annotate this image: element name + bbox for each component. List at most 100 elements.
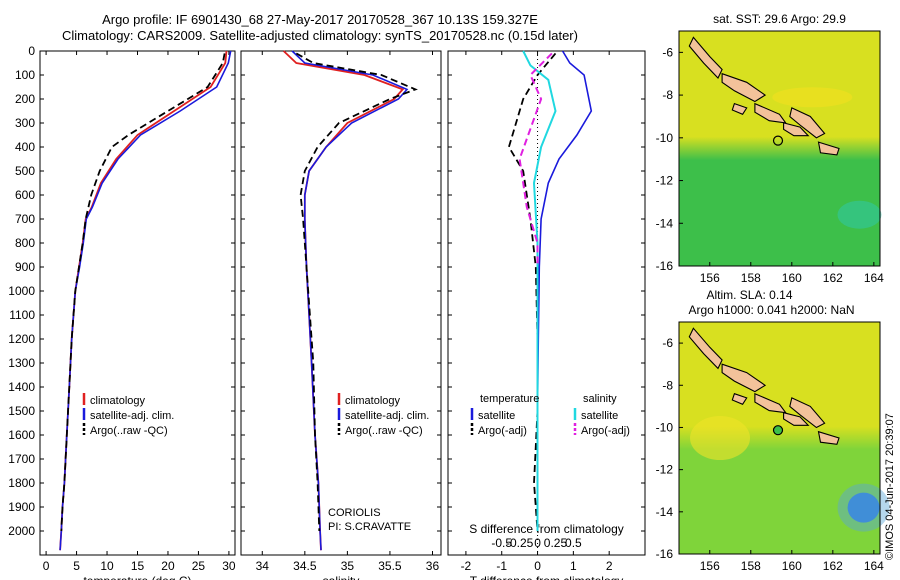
map-title: sat. SST: 29.6 Argo: 29.9 [713,12,846,26]
map-frame [678,30,881,267]
y-tick-label: -8 [662,378,673,392]
island [789,107,826,139]
x-tick-label: 30 [222,559,236,573]
figure-title: Argo profile: IF 6901430_68 27-May-2017 … [0,12,640,44]
y-tick-label: 1400 [8,380,35,394]
legend-label: climatology [345,395,401,407]
series-line-satellite [522,50,557,531]
profile-panel-2: 34 34.5 35 35.5 36 salinity climatology satelli… [240,50,442,580]
y-tick-label: -12 [656,463,674,477]
legend-title: temperature [480,393,539,405]
island [789,397,826,429]
x-tick-label: 158 [741,559,761,573]
legend-label: climatology [90,395,146,407]
y-tick-label: 200 [15,92,35,106]
legend-label: Argo(..raw -QC) [90,425,168,437]
y-tick-label: -10 [656,131,674,145]
y-tick-label: 900 [15,260,35,274]
series-line-argo-adj- [518,52,553,267]
y-tick-label: 1500 [8,404,35,418]
x-tick-label: 34 [256,559,270,573]
y-tick-label: 1700 [8,452,35,466]
map-field-patch [772,87,853,108]
y-tick-label: -14 [656,216,674,230]
map-title: Argo h1000: 0.041 h2000: NaN [688,303,854,317]
x-tick-label: 164 [864,271,884,285]
island [731,102,748,115]
plot-frame [39,50,236,556]
x-tick-label: 156 [700,271,720,285]
y-tick-label: 1800 [8,476,35,490]
copyright-stamp: ©IMOS 04-Jun-2017 20:39:07 [884,413,896,560]
top-x-tick-label: -0.25 [506,536,534,550]
title-line-1: Argo profile: IF 6901430_68 27-May-2017 … [102,12,538,27]
top-x-tick-label: 0 [534,536,541,550]
y-tick-label: -8 [662,88,673,102]
x-tick-label: -1 [496,559,507,573]
island [721,363,767,393]
x-tick-label: 25 [192,559,206,573]
x-tick-label: 2 [606,559,613,573]
x-tick-label: 160 [782,559,802,573]
x-tick-label: 0 [43,559,50,573]
legend-label: satellite [478,410,515,422]
series-line-satellite-adj-clim- [291,50,409,551]
series-line-satellite [536,50,593,531]
top-x-tick-label: 0.5 [565,536,582,550]
island [754,392,787,414]
x-tick-label: 160 [782,271,802,285]
y-tick-label: 1900 [8,500,35,514]
legend-label: Argo(-adj) [581,425,630,437]
y-tick-label: 400 [15,140,35,154]
y-tick-label: 1200 [8,332,35,346]
y-tick-label: 800 [15,236,35,250]
x-tick-label: 35.5 [378,559,402,573]
y-tick-label: -6 [662,336,673,350]
panel-annotation: CORIOLIS [328,507,381,519]
series-line-argo-raw-qc- [60,53,226,532]
y-tick-label: -6 [662,45,673,59]
island [721,72,767,103]
island [817,141,840,156]
y-tick-label: 2000 [8,524,35,538]
x-tick-label: -2 [461,559,472,573]
x-tick-label: 158 [741,271,761,285]
y-tick-label: 1100 [9,308,35,322]
y-tick-label: -10 [656,420,674,434]
y-tick-label: 700 [15,212,35,226]
y-tick-label: 600 [15,188,35,202]
island [817,430,840,445]
x-tick-label: 10 [100,559,114,573]
map-frame [678,321,881,555]
top-x-tick-label: 0.25 [544,536,568,550]
island [688,327,723,370]
x-tick-label: 35 [341,559,355,573]
profile-panel-3: -2 -1 0 1 2 -0.5-0.25 0 0.250.5S difference fro… [447,50,646,580]
x-tick-label: 162 [823,271,843,285]
x-tick-label: 15 [131,559,145,573]
x-tick-label: 164 [864,559,884,573]
x-axis-label: temperature (deg C) [83,574,191,580]
x-axis-label: T difference from climatology [470,574,624,580]
x-tick-label: 162 [823,559,843,573]
y-tick-label: 100 [15,68,35,82]
legend-label: satellite [581,410,618,422]
panel-annotation: PI: S.CRAVATTE [328,521,411,533]
y-tick-label: 300 [15,116,35,130]
legend-label: Argo(-adj) [478,425,527,437]
map-field-patch [837,200,882,229]
float-position-marker [772,135,784,146]
island [783,122,810,137]
profile-panel-1: 0100200300400500600700800900100011001200… [8,44,236,580]
map-field-patch [847,492,880,523]
top-x-tick-label: -0.5 [491,536,512,550]
title-line-2: Climatology: CARS2009. Satellite-adjuste… [62,28,578,43]
x-tick-label: 0 [534,559,541,573]
series-line-climatology [282,50,405,551]
y-tick-label: 500 [15,164,35,178]
x-tick-label: 34.5 [293,559,317,573]
map-panel-1: 156 158 160 162 164 -6 -8 -10 -12 -14 -16 sat. SST:… [656,12,885,285]
x-tick-label: 156 [700,559,720,573]
top-x-axis-label: S difference from climatology [469,522,624,536]
